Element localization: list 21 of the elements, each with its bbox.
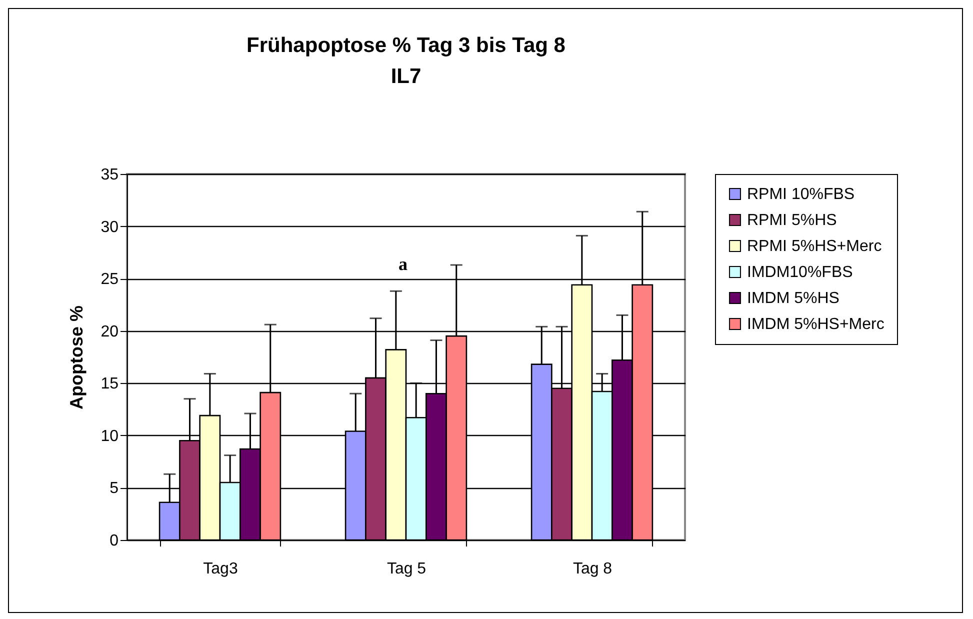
y-tick-label: 10 xyxy=(100,428,119,445)
y-tick-label: 0 xyxy=(110,532,119,550)
x-tick-label: Tag 8 xyxy=(572,560,612,578)
legend-label: IMDM 5%HS xyxy=(747,290,840,307)
legend-label: RPMI 5%HS xyxy=(747,212,837,229)
y-axis-title: Apoptose % xyxy=(66,305,87,410)
x-tick-label: Tag3 xyxy=(203,560,238,578)
annotation: a xyxy=(398,254,408,274)
x-tick-label: Tag 5 xyxy=(386,560,426,578)
legend-label: IMDM 5%HS+Merc xyxy=(747,316,884,333)
chart-title: Frühapoptose % Tag 3 bis Tag 8 xyxy=(246,34,566,57)
legend-label: IMDM10%FBS xyxy=(747,264,853,281)
y-tick-label: 5 xyxy=(110,480,119,498)
y-tick-label: 15 xyxy=(100,376,119,393)
legend-label: RPMI 10%FBS xyxy=(747,186,855,203)
chart-subtitle: IL7 xyxy=(390,65,422,88)
legend-label: RPMI 5%HS+Merc xyxy=(747,238,882,255)
y-tick-label: 20 xyxy=(100,323,119,340)
y-tick-label: 25 xyxy=(100,271,119,288)
y-tick-label: 35 xyxy=(100,166,119,184)
y-tick-label: 30 xyxy=(100,218,119,236)
